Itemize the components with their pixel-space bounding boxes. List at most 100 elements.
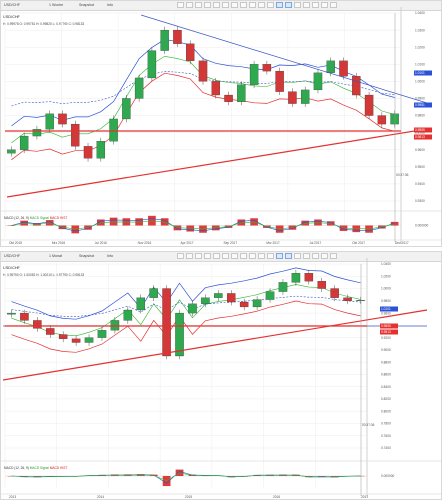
candle-body (186, 44, 194, 61)
price-tag-label: 1.0101 (415, 71, 425, 75)
candle-body (331, 289, 339, 298)
price-tick-label: 1.0000 (381, 287, 391, 291)
candle-body (253, 300, 261, 307)
price-chart-top[interactable]: 1.04001.03001.02001.01001.00000.99000.98… (1, 1, 442, 248)
date-tick-label: Mrz 2016 (52, 241, 66, 245)
macd-value-label: 0.000000 (415, 224, 429, 228)
macd-legend: MACD (12, 26, 9) MACD Signal MACD HIST (4, 466, 67, 470)
date-tick-label: 2015 (185, 495, 192, 499)
macd-line (12, 471, 361, 483)
date-tick-label: Nov 2016 (138, 241, 152, 245)
candle-body (224, 95, 232, 102)
price-tag-label: 0.9855 (415, 128, 425, 132)
candle-body (378, 116, 386, 125)
price-tick-label: 1.0200 (415, 45, 425, 49)
trendline-support (3, 310, 427, 380)
date-tick-label: 2014 (97, 495, 104, 499)
date-tick-label: Okt 2017 (352, 241, 365, 245)
candle-body (33, 320, 41, 328)
price-tick-label: 1.0400 (415, 11, 425, 15)
price-tag-label: 0.9855 (381, 324, 391, 328)
candle-body (343, 298, 351, 301)
chart-panel-top: USD/CHF 1 Woche Snapshot Info USD/CHF H:… (0, 0, 442, 247)
candle-body (150, 289, 158, 298)
chart-panel-bottom: USD/CHF 1 Monat Snapshot Info USD/CHF H:… (0, 251, 442, 500)
price-tick-label: 1.0400 (381, 262, 391, 266)
price-tick-label: 0.9000 (381, 348, 391, 352)
macd-histogram-bar (110, 218, 118, 226)
date-tick-label: 2017 (361, 495, 368, 499)
candle-body (201, 298, 209, 304)
price-tick-label: 0.9400 (415, 182, 425, 186)
price-tick-label: 0.9500 (415, 165, 425, 169)
candle-body (122, 98, 130, 119)
candle-body (301, 90, 309, 104)
candle-body (58, 114, 66, 124)
macd-histogram-bar (71, 226, 79, 234)
candle-body (111, 320, 119, 330)
price-tick-label: 1.0000 (415, 80, 425, 84)
candle-body (59, 335, 67, 339)
price-tick-label: 1.0300 (415, 28, 425, 32)
price-tick-label: 0.9800 (415, 114, 425, 118)
candle-body (85, 338, 93, 343)
candle-body (212, 81, 220, 95)
price-tick-label: 0.9200 (381, 336, 391, 340)
price-tick-label: 0.8800 (381, 360, 391, 364)
candle-body (84, 146, 92, 158)
price-tick-label: 0.9300 (415, 199, 425, 203)
macd-value-label: 0.000000 (381, 474, 395, 478)
candle-body (148, 51, 156, 78)
price-tick-label: 0.9600 (381, 311, 391, 315)
candle-body (97, 141, 105, 158)
long-moving-average (12, 296, 361, 317)
candle-body (250, 64, 258, 85)
price-tick-label: 0.9600 (415, 148, 425, 152)
candle-body (188, 304, 196, 313)
candle-body (305, 273, 313, 281)
candle-body (175, 313, 183, 356)
candle-body (161, 30, 169, 51)
price-tick-label: 0.7400 (381, 446, 391, 450)
candle-body (137, 298, 145, 310)
candle-body (20, 136, 28, 150)
candle-body (339, 61, 347, 76)
trendline-support (7, 129, 427, 197)
candle-body (173, 30, 181, 44)
date-tick-label: Apr 2017 (181, 241, 194, 245)
candle-body (356, 300, 364, 301)
price-tick-label: 0.9800 (381, 299, 391, 303)
date-tick-label: 2016 (273, 495, 280, 499)
candle-body (7, 313, 15, 314)
date-tick-label: Dez 2017 (395, 241, 409, 245)
candle-body (240, 302, 248, 307)
candle-body (33, 129, 41, 136)
macd-legend: MACD (12, 26, 9) MACD Signal MACD HIST (4, 216, 67, 220)
countdown-label: 00:37:36 (362, 423, 375, 427)
candle-body (46, 328, 54, 334)
candle-body (266, 292, 274, 300)
candle-body (318, 281, 326, 288)
candle-body (288, 92, 296, 104)
price-tick-label: 0.8400 (381, 385, 391, 389)
price-tick-label: 0.7600 (381, 434, 391, 438)
candle-body (391, 114, 399, 124)
price-tag-label: 0.9813 (381, 330, 391, 334)
candle-body (162, 289, 170, 356)
price-tick-label: 0.8600 (381, 373, 391, 377)
countdown-label: 00:37:36 (396, 173, 409, 177)
price-tick-label: 0.7800 (381, 422, 391, 426)
price-chart-bottom[interactable]: 1.04001.02001.00000.98000.96000.94000.92… (1, 252, 442, 501)
candle-body (46, 114, 54, 129)
candle-body (237, 85, 245, 102)
trendline-resistance (141, 15, 427, 103)
candle-body (109, 119, 117, 141)
bollinger-lower (11, 73, 394, 160)
candle-body (292, 273, 300, 282)
macd-histogram-bar (148, 216, 156, 226)
date-tick-label: Jul 2017 (309, 241, 321, 245)
price-tag-label: 0.9981 (415, 103, 425, 107)
candle-body (135, 78, 143, 99)
candle-body (279, 282, 287, 291)
date-tick-label: Sep 2017 (223, 241, 237, 245)
